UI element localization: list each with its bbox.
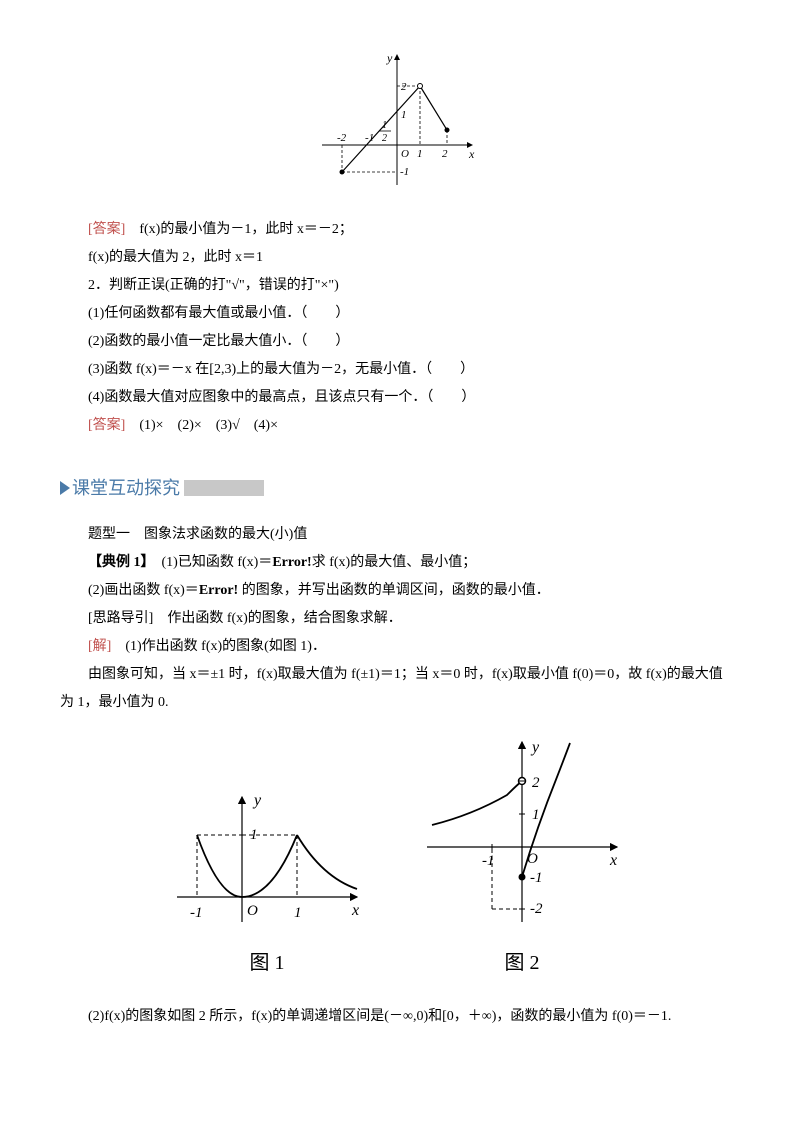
y-axis-label: y [386,51,393,65]
judge-item-2: (2)函数的最小值一定比最大值小．（ ） [60,328,734,356]
top-figure: x y O -2 -1 1 2 2 1 -1 1 2 [60,50,734,201]
svg-text:y: y [530,739,540,756]
svg-text:x: x [609,852,617,869]
svg-text:-2: -2 [337,132,347,144]
play-icon [60,481,70,495]
judge-item-4: (4)函数最大值对应图象中的最高点，且该点只有一个．（ ） [60,384,734,412]
topic-line: 题型一 图象法求函数的最大(小)值 [60,521,734,549]
svg-text:-1: -1 [400,166,409,178]
svg-text:2: 2 [532,775,540,791]
section-header: 课堂互动探究 [60,470,734,506]
answer1-line1: f(x)的最小值为－1，此时 x＝－2； [139,222,353,237]
svg-text:x: x [351,902,359,919]
sol-label: [解] [88,639,111,654]
example-1: 【典例 1】 (1)已知函数 f(x)＝Error!求 f(x)的最大值、最小值… [60,549,734,577]
answer1-line2: f(x)的最大值为 2，此时 x＝1 [60,244,734,272]
judge-item-3: (3)函数 f(x)＝－x 在[2,3)上的最大值为－2，无最小值．（ ） [60,356,734,384]
figure-1: x y O -1 1 1 图 1 [172,787,362,983]
origin-label: O [401,148,409,160]
judge-header: 2．判断正误(正确的打"√"，错误的打"×") [60,272,734,300]
judge-answer-text: (1)× (2)× (3)√ (4)× [139,418,278,433]
section-title: 课堂互动探究 [72,470,180,506]
svg-text:y: y [252,792,262,809]
solution-1-body: 由图象可知，当 x＝±1 时，f(x)取最大值为 f(±1)＝1；当 x＝0 时… [60,661,734,717]
fig1-caption: 图 1 [172,943,362,983]
svg-text:2: 2 [382,133,387,144]
answer-1: [答案] f(x)的最小值为－1，此时 x＝－2； [60,216,734,244]
svg-text:-1: -1 [530,870,543,886]
answer-label: [答案] [88,222,125,237]
example-label: 【典例 1】 [88,555,148,570]
hint: [思路导引] 作出函数 f(x)的图象，结合图象求解． [60,605,734,633]
judge-item-1: (1)任何函数都有最大值或最小值．（ ） [60,300,734,328]
svg-text:-1: -1 [482,853,495,869]
x-axis-label: x [468,147,475,161]
svg-text:O: O [247,903,258,919]
example-1-part2: (2)画出函数 f(x)＝Error! 的图象，并写出函数的单调区间，函数的最小… [60,577,734,605]
svg-text:-2: -2 [530,901,543,917]
svg-text:1: 1 [532,807,540,823]
svg-text:-1: -1 [190,905,203,921]
solution-2: (2)f(x)的图象如图 2 所示，f(x)的单调递增区间是(－∞,0)和[0，… [60,1003,734,1031]
svg-text:2: 2 [401,81,407,93]
svg-text:2: 2 [442,148,448,160]
fig2-caption: 图 2 [422,943,622,983]
answer-label-2: [答案] [88,418,125,433]
gray-bar-icon [184,480,264,496]
svg-text:1: 1 [401,109,407,121]
figures-row: x y O -1 1 1 图 1 x y [60,737,734,983]
figure-2: x y O -1 2 1 -1 -2 图 2 [422,737,622,983]
solution-1: [解] (1)作出函数 f(x)的图象(如图 1)． [60,633,734,661]
svg-text:1: 1 [417,148,423,160]
judge-answer: [答案] (1)× (2)× (3)√ (4)× [60,412,734,440]
svg-text:1: 1 [294,905,302,921]
